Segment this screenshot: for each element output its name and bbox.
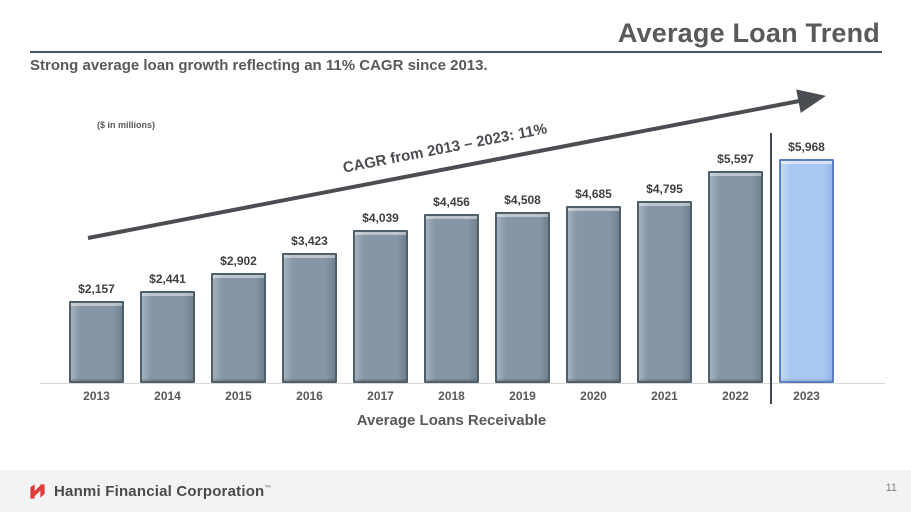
bar-value-label: $4,039: [362, 211, 399, 225]
bar: [424, 214, 479, 383]
bar: [708, 171, 763, 383]
bar-plot-area: $2,157 $2,441 $2,902 $3,423 $4,039 $4,456 $4,5…: [61, 140, 842, 383]
x-axis-tick-label: 2021: [651, 389, 678, 403]
x-axis-tick-label: 2017: [367, 389, 394, 403]
bar: [495, 212, 550, 383]
bar-column: $4,039: [345, 140, 416, 383]
bar-value-label: $2,157: [78, 282, 115, 296]
x-axis-line: [40, 383, 885, 384]
bar-column: $5,597: [700, 140, 771, 383]
bar: [69, 301, 124, 383]
bar-value-label: $4,508: [504, 193, 541, 207]
trademark-mark: ™: [264, 484, 272, 492]
highlight-divider-line: [770, 133, 772, 404]
page-number: 11: [885, 482, 897, 494]
bar-value-label: $5,597: [717, 152, 754, 166]
x-axis-tick-label: 2019: [509, 389, 536, 403]
x-axis-tick-label: 2023: [793, 389, 820, 403]
bar-highlighted: [779, 159, 834, 383]
bar-column: $3,423: [274, 140, 345, 383]
x-axis-tick-label: 2022: [722, 389, 749, 403]
bar: [566, 206, 621, 383]
bar-column: $2,441: [132, 140, 203, 383]
x-axis-tick-label: 2013: [83, 389, 110, 403]
title-underline: [30, 51, 882, 53]
bar-column: $4,685: [558, 140, 629, 383]
bar: [282, 253, 337, 383]
slide-subtitle: Strong average loan growth reflecting an…: [30, 57, 488, 74]
bar: [140, 291, 195, 383]
hanmi-logo-icon: [30, 483, 45, 499]
bar-column: $4,795: [629, 140, 700, 383]
bar: [211, 273, 266, 383]
bar-value-label: $2,441: [149, 272, 186, 286]
bar-value-label: $2,902: [220, 254, 257, 268]
bar-value-label: $4,685: [575, 187, 612, 201]
bar-value-label: $5,968: [788, 140, 825, 154]
bar-column: $2,157: [61, 140, 132, 383]
bar-column: $2,902: [203, 140, 274, 383]
bar-value-label: $4,456: [433, 195, 470, 209]
bar: [637, 201, 692, 383]
x-axis-title: Average Loans Receivable: [356, 412, 547, 429]
x-axis-tick-label: 2018: [438, 389, 465, 403]
units-note: ($ in millions): [97, 120, 156, 130]
x-axis-tick-label: 2014: [154, 389, 181, 403]
footer: Hanmi Financial Corporation™ 11: [0, 470, 911, 512]
bar: [353, 230, 408, 383]
bar-column: $4,456: [416, 140, 487, 383]
x-axis-tick-labels: 2013 2014 2015 2016 2017 2018 2019 2020 2021 2022…: [61, 389, 842, 403]
footer-brand: Hanmi Financial Corporation™: [54, 482, 272, 500]
x-axis-tick-label: 2016: [296, 389, 323, 403]
x-axis-tick-label: 2015: [225, 389, 252, 403]
x-axis-tick-label: 2020: [580, 389, 607, 403]
bar-column: $4,508: [487, 140, 558, 383]
bar-column: $5,968: [771, 140, 842, 383]
bar-value-label: $3,423: [291, 234, 328, 248]
bar-value-label: $4,795: [646, 182, 683, 196]
page-title: Average Loan Trend: [617, 18, 880, 48]
